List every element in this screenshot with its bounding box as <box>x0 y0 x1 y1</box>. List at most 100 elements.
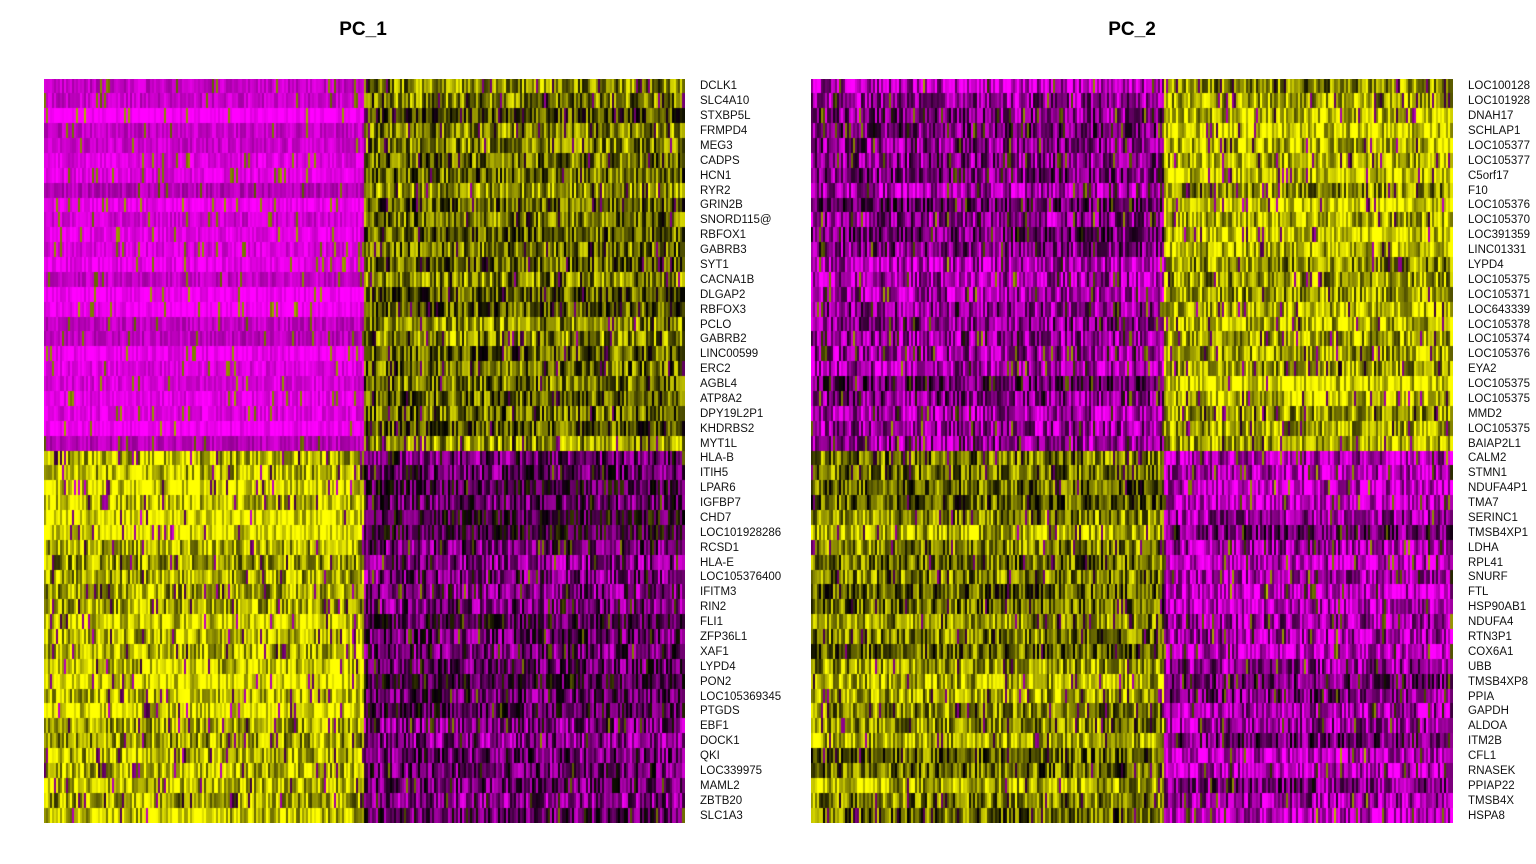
gene-label: RBFOX3 <box>700 303 747 316</box>
gene-label: RPL41 <box>1468 556 1504 569</box>
gene-label: TMSB4X <box>1468 794 1515 807</box>
gene-label: LOC101928286 <box>700 526 782 539</box>
gene-label: LINC01331 <box>1468 244 1527 257</box>
gene-label: LPAR6 <box>700 482 736 495</box>
gene-label: LOC105375 <box>1468 392 1531 405</box>
gene-label: ZFP36L1 <box>700 631 748 643</box>
gene-label: UBB <box>1468 660 1492 673</box>
gene-label: LOC339975 <box>700 764 763 777</box>
gene-label: LOC105375 <box>1468 422 1531 435</box>
gene-label: PON2 <box>700 675 732 688</box>
gene-label: LOC105375 <box>1468 273 1531 286</box>
gene-label: MEG3 <box>700 139 733 152</box>
gene-label: PCLO <box>700 318 732 331</box>
gene-label: LOC105369345 <box>700 690 782 703</box>
gene-label: ITIH5 <box>700 467 729 480</box>
gene-label: KHDRBS2 <box>700 422 755 435</box>
gene-label: LOC105371 <box>1468 288 1531 301</box>
gene-label: RYR2 <box>700 184 731 197</box>
gene-label: PTGDS <box>700 705 740 718</box>
gene-label: LDHA <box>1468 541 1499 554</box>
gene-label: CFL1 <box>1468 750 1497 763</box>
gene-label: TMSB4XP8 <box>1468 675 1529 688</box>
gene-label: HLA-B <box>700 452 734 465</box>
gene-label: FTL <box>1468 586 1489 599</box>
gene-label: GAPDH <box>1468 705 1509 718</box>
gene-label: ITM2B <box>1468 735 1502 748</box>
gene-label: SNORD115@ <box>700 214 772 227</box>
gene-label: LINC00599 <box>700 348 759 361</box>
gene-label: ALDOA <box>1468 720 1507 733</box>
gene-label: AGBL4 <box>700 378 738 391</box>
gene-label: FRMPD4 <box>700 125 748 138</box>
gene-label: CADPS <box>700 154 740 167</box>
gene-label: NDUFA4P1 <box>1468 482 1528 495</box>
gene-label: GABRB3 <box>700 244 747 257</box>
gene-label: BAIAP2L1 <box>1468 437 1522 450</box>
gene-label: ERC2 <box>700 363 731 376</box>
gene-label: MAML2 <box>700 779 740 792</box>
gene-label: EYA2 <box>1468 363 1497 376</box>
gene-label: LOC105378 <box>1468 318 1531 331</box>
gene-label: HSPA8 <box>1468 809 1505 822</box>
gene-label: RIN2 <box>700 601 727 614</box>
gene-label: LOC105376 <box>1468 348 1531 361</box>
gene-label: PPIA <box>1468 690 1495 703</box>
gene-label: SYT1 <box>700 259 729 271</box>
gene-label: LOC105376 <box>1468 199 1531 212</box>
gene-label: ZBTB20 <box>700 794 743 807</box>
gene-label: CACNA1B <box>700 273 755 286</box>
gene-label: HSP90AB1 <box>1468 601 1527 614</box>
gene-label: LYPD4 <box>700 660 736 673</box>
gene-label: DOCK1 <box>700 735 740 748</box>
gene-label: LYPD4 <box>1468 259 1504 271</box>
gene-label: LOC643339 <box>1468 303 1531 316</box>
gene-label: CALM2 <box>1468 452 1507 465</box>
gene-label: RCSD1 <box>700 541 739 554</box>
gene-label: EBF1 <box>700 720 729 733</box>
gene-label: SLC4A10 <box>700 95 750 108</box>
gene-label: LOC105370 <box>1468 214 1531 227</box>
gene-label: SLC1A3 <box>700 809 743 822</box>
gene-label: FLI1 <box>700 616 724 629</box>
gene-label: MYT1L <box>700 437 738 450</box>
pc1-heatmap <box>44 79 685 823</box>
gene-label: DNAH17 <box>1468 110 1514 123</box>
gene-label: PPIAP22 <box>1468 779 1515 792</box>
gene-label: ATP8A2 <box>700 392 742 405</box>
gene-label: RNASEK <box>1468 764 1516 777</box>
gene-label: F10 <box>1468 184 1488 197</box>
gene-label: IGFBP7 <box>700 497 741 510</box>
gene-label: LOC105374 <box>1468 333 1531 346</box>
gene-label: SNURF <box>1468 571 1508 584</box>
gene-label: XAF1 <box>700 645 729 658</box>
pc1-title: PC_1 <box>339 19 387 40</box>
gene-label: STXBP5L <box>700 110 751 123</box>
gene-label: LOC391359 <box>1468 229 1531 242</box>
gene-label: MMD2 <box>1468 407 1502 420</box>
gene-label: DPY19L2P1 <box>700 407 764 420</box>
gene-label: LOC101928 <box>1468 95 1531 108</box>
gene-label: STMN1 <box>1468 467 1507 480</box>
gene-label: RBFOX1 <box>700 229 747 242</box>
gene-label: C5orf17 <box>1468 169 1509 182</box>
gene-label: DLGAP2 <box>700 288 746 301</box>
gene-label: GRIN2B <box>700 199 743 212</box>
gene-label: TMSB4XP1 <box>1468 526 1529 539</box>
pc2-heatmap <box>811 79 1453 823</box>
gene-label: DCLK1 <box>700 80 738 93</box>
pc2-gene-labels: LOC100128 LOC101928 DNAH17 SCHLAP1 LOC105377… <box>1468 79 1536 823</box>
gene-label: TMA7 <box>1468 497 1499 510</box>
gene-label: LOC100128 <box>1468 80 1531 93</box>
gene-label: LOC105376400 <box>700 571 782 584</box>
gene-label: HCN1 <box>700 169 732 182</box>
gene-label: LOC105375 <box>1468 378 1531 391</box>
gene-label: LOC105377 <box>1468 154 1531 167</box>
gene-label: HLA-E <box>700 556 734 569</box>
gene-label: COX6A1 <box>1468 645 1514 658</box>
gene-label: SERINC1 <box>1468 511 1518 524</box>
gene-label: GABRB2 <box>700 333 747 346</box>
gene-label: NDUFA4 <box>1468 616 1514 629</box>
gene-label: LOC105377 <box>1468 139 1531 152</box>
gene-label: SCHLAP1 <box>1468 125 1521 138</box>
